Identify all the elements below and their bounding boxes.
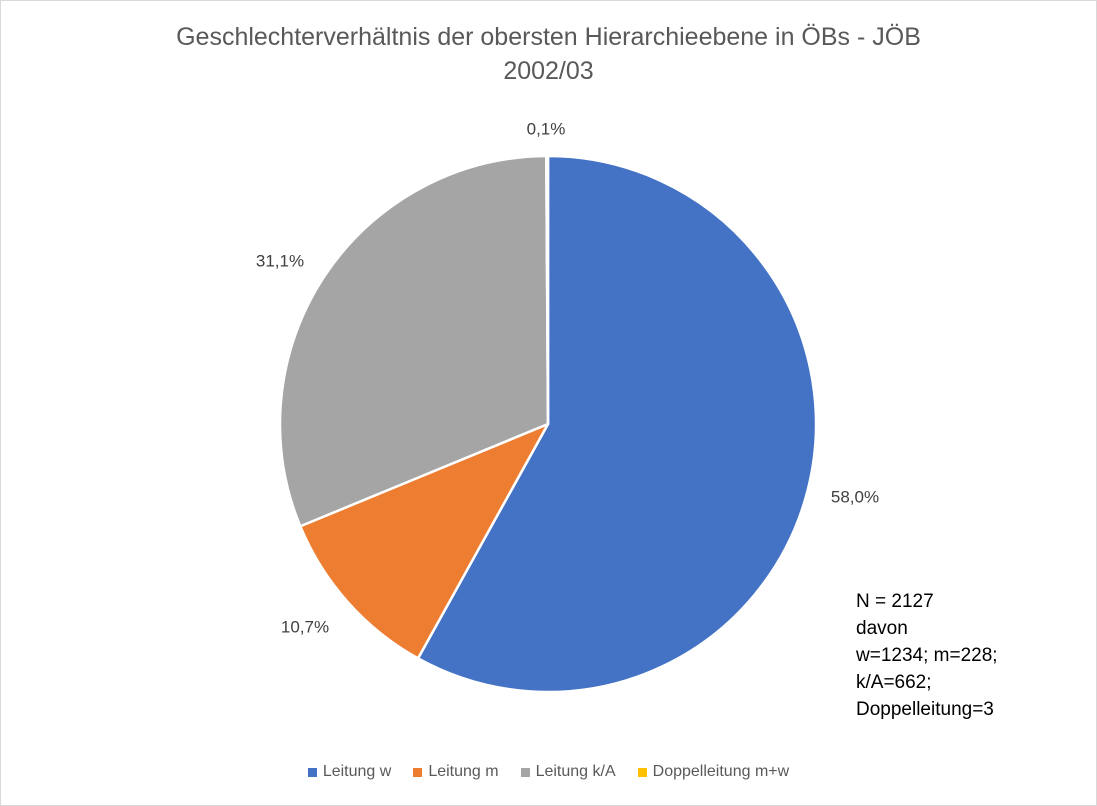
data-label-doppelleitung: 0,1%	[527, 119, 566, 138]
legend-label: Leitung m	[428, 763, 499, 780]
chart-title-line-1: Geschlechterverhältnis der obersten Hier…	[176, 23, 921, 51]
legend-label: Leitung k/A	[535, 763, 616, 780]
chart-legend: Leitung w Leitung m Leitung k/A Doppelle…	[0, 763, 1097, 781]
legend-item-leitung-w: Leitung w	[307, 763, 392, 781]
data-label-leitung-m: 10,7%	[281, 617, 329, 636]
annotation-line: davon	[856, 618, 908, 639]
legend-item-doppelleitung: Doppelleitung m+w	[637, 763, 790, 781]
pie-slice-leitung-w	[416, 154, 818, 694]
annotation-line: Doppelleitung=3	[856, 699, 994, 720]
legend-label: Doppelleitung m+w	[652, 763, 790, 780]
legend-item-leitung-ka: Leitung k/A	[520, 763, 616, 781]
legend-swatch	[307, 767, 317, 777]
legend-item-leitung-m: Leitung m	[413, 763, 499, 781]
pie-slice-leitung-m	[299, 422, 550, 660]
legend-swatch	[413, 767, 423, 777]
data-label-leitung-w: 58,0%	[831, 487, 879, 506]
legend-label: Leitung w	[322, 763, 392, 780]
annotation-line: w=1234; m=228;	[856, 645, 998, 666]
pie-slice-leitung-ka	[278, 154, 550, 528]
annotation-line: N = 2127	[856, 591, 934, 612]
annotation-line: k/A=662;	[856, 672, 932, 693]
chart-title-line-2: 2002/03	[503, 57, 594, 85]
chart-title: Geschlechterverhältnis der obersten Hier…	[0, 20, 1097, 88]
legend-swatch	[637, 767, 647, 777]
data-label-leitung-ka: 31,1%	[256, 251, 304, 270]
sample-size-annotation: N = 2127 davon w=1234; m=228; k/A=662; D…	[856, 588, 998, 723]
pie-slice-doppelleitung	[545, 154, 550, 426]
legend-swatch	[520, 767, 530, 777]
